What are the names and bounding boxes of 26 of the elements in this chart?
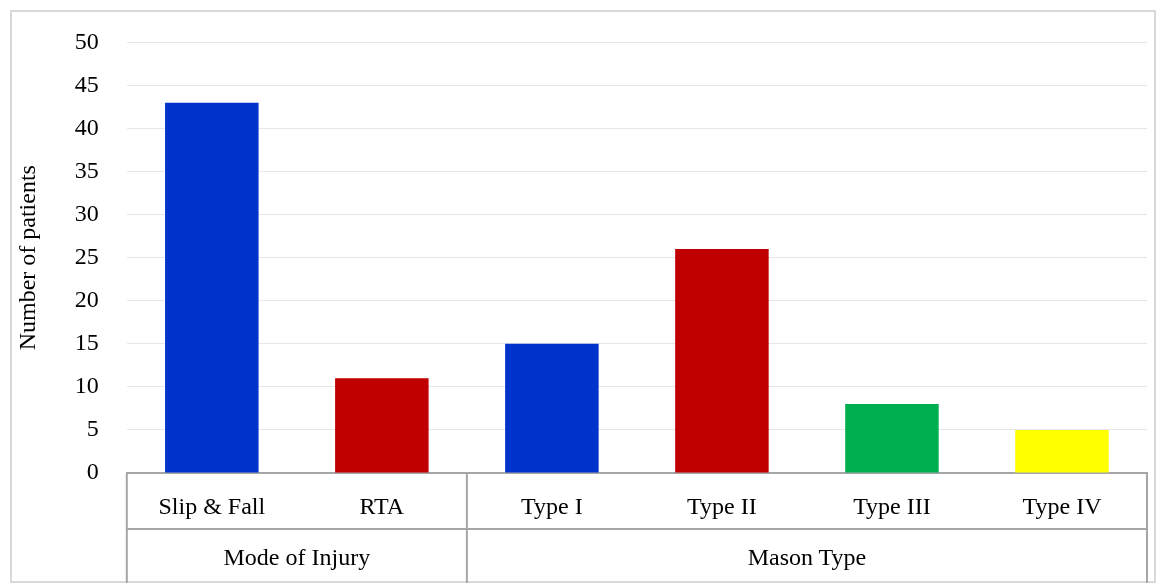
x-tick-label: Type III — [853, 492, 931, 519]
y-tick-label: 5 — [86, 415, 99, 442]
y-tick-label: 0 — [86, 458, 99, 485]
y-tick-label: 20 — [74, 286, 99, 313]
y-tick-label: 50 — [74, 27, 99, 54]
y-tick-label: 35 — [74, 156, 99, 183]
y-tick-label: 10 — [74, 372, 99, 399]
x-tick-label: Slip & Fall — [158, 492, 266, 519]
text: Mason Type — [747, 544, 867, 571]
text: Mode of Injury — [223, 544, 371, 571]
y-tick-label: 45 — [74, 70, 99, 97]
x-tick-label: RTA — [359, 492, 405, 519]
bar — [165, 102, 259, 473]
x-tick-label: Type I — [521, 492, 583, 519]
bar — [1015, 429, 1109, 473]
y-tick-label: 25 — [74, 243, 99, 269]
x-tick-label: Type II — [687, 492, 757, 519]
bar — [505, 343, 599, 473]
y-axis-title: Number of patients — [13, 165, 40, 351]
y-tick-label: 30 — [74, 199, 99, 226]
y-tick-label: 15 — [74, 329, 99, 356]
bar — [845, 404, 939, 473]
bar — [675, 249, 769, 473]
y-tick-label: 40 — [74, 113, 99, 140]
bar — [335, 378, 429, 473]
x-tick-label: Type IV — [1022, 492, 1103, 519]
